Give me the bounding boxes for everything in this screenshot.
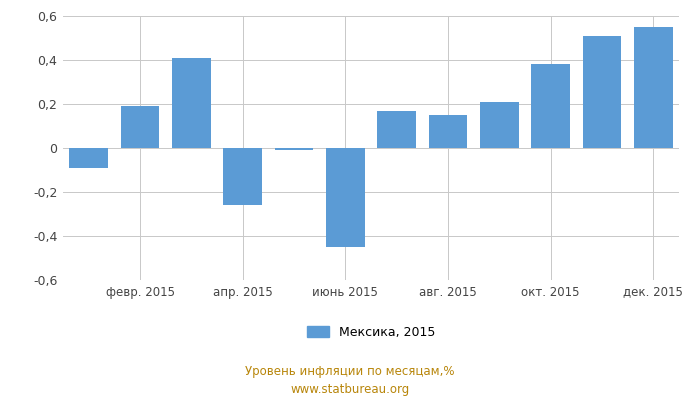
Bar bbox=[531, 64, 570, 148]
Bar bbox=[480, 102, 519, 148]
Text: Уровень инфляции по месяцам,%: Уровень инфляции по месяцам,% bbox=[245, 366, 455, 378]
Bar bbox=[377, 111, 416, 148]
Bar bbox=[223, 148, 262, 205]
Bar bbox=[428, 115, 468, 148]
Text: www.statbureau.org: www.statbureau.org bbox=[290, 384, 410, 396]
Bar bbox=[582, 36, 622, 148]
Legend: Мексика, 2015: Мексика, 2015 bbox=[307, 326, 435, 339]
Bar bbox=[69, 148, 108, 168]
Bar bbox=[172, 58, 211, 148]
Bar bbox=[274, 148, 314, 150]
Bar bbox=[326, 148, 365, 247]
Bar bbox=[634, 27, 673, 148]
Bar bbox=[120, 106, 160, 148]
